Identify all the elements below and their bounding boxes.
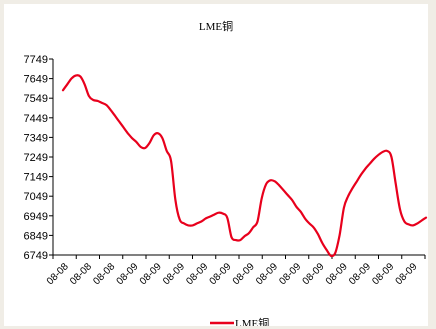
y-tick-label: 6949 bbox=[24, 211, 48, 223]
line-chart: LME铜 6749 6849 6949 7049 7149 7249 7349 7449 754… bbox=[24, 19, 428, 326]
chart-title: LME铜 bbox=[199, 19, 233, 33]
x-tick-label: 08-09 bbox=[208, 261, 234, 287]
x-tick-label: 08-09 bbox=[370, 261, 396, 287]
series-line bbox=[61, 74, 428, 258]
legend: LME铜 bbox=[210, 316, 269, 326]
y-tick-label: 7549 bbox=[24, 93, 48, 105]
x-tick-label: 08-09 bbox=[394, 261, 420, 287]
y-tick-label: 7449 bbox=[24, 113, 48, 125]
x-tick-label: 08-09 bbox=[254, 261, 280, 287]
plot-area: 6749 6849 6949 7049 7149 7249 7349 7449 7549 7649… bbox=[24, 54, 428, 287]
y-tick-label: 7149 bbox=[24, 172, 48, 184]
x-tick-label: 08-09 bbox=[161, 261, 187, 287]
y-tick-label: 6749 bbox=[24, 250, 48, 262]
y-tick-label: 6849 bbox=[24, 230, 48, 242]
x-tick-label: 08-09 bbox=[324, 261, 350, 287]
y-tick-label: 7249 bbox=[24, 152, 48, 164]
y-tick-label: 7049 bbox=[24, 191, 48, 203]
x-tick-label: 08-08 bbox=[91, 261, 117, 287]
x-tick-label: 08-09 bbox=[231, 261, 257, 287]
x-tick-label: 08-08 bbox=[45, 261, 71, 287]
x-tick-label: 08-09 bbox=[347, 261, 373, 287]
y-tick-label: 7749 bbox=[24, 54, 48, 66]
x-tick-label: 08-08 bbox=[68, 261, 94, 287]
x-tick-label: 08-09 bbox=[277, 261, 303, 287]
y-tick-label: 7649 bbox=[24, 74, 48, 86]
x-tick-label: 08-09 bbox=[184, 261, 210, 287]
x-tick-label: 08-09 bbox=[115, 261, 141, 287]
y-tick-label: 7349 bbox=[24, 132, 48, 144]
chart-frame: LME铜 6749 6849 6949 7049 7149 7249 7349 7449 754… bbox=[4, 4, 428, 326]
x-tick-label: 08-09 bbox=[138, 261, 164, 287]
x-tick-label: 08-09 bbox=[301, 261, 327, 287]
legend-label: LME铜 bbox=[235, 316, 269, 326]
